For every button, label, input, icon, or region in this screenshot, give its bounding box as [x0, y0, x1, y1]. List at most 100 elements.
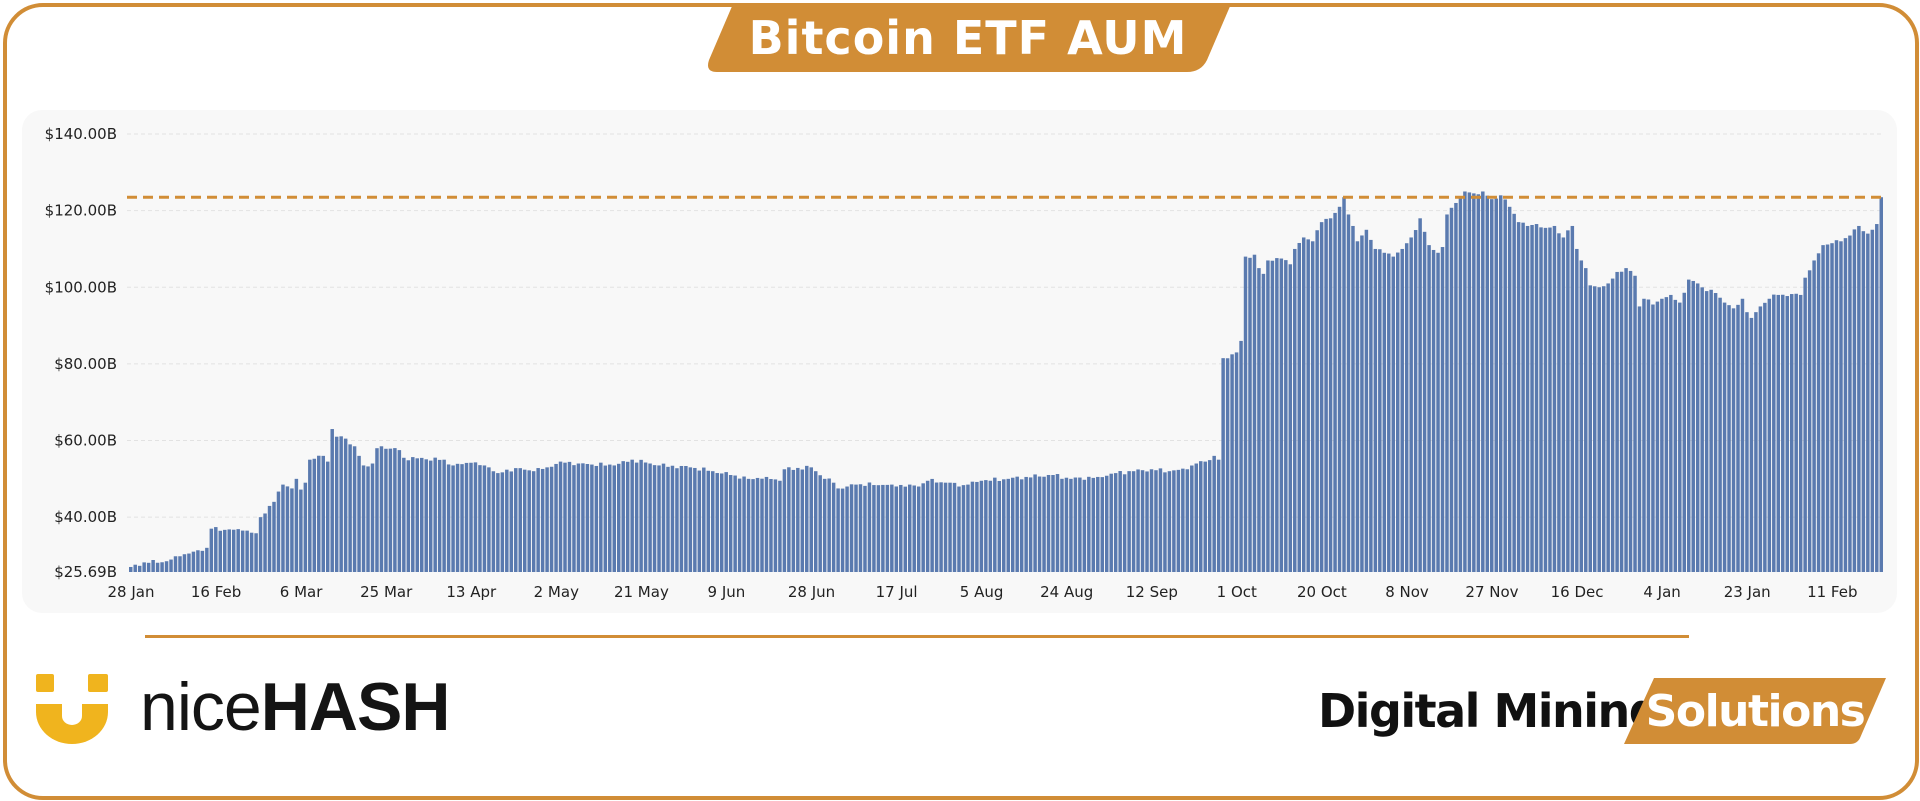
bar — [854, 484, 858, 572]
bar — [1221, 358, 1225, 572]
bar — [388, 448, 393, 572]
bar — [1624, 268, 1628, 572]
bar — [1301, 237, 1306, 572]
y-tick-label: $140.00B — [45, 125, 117, 143]
bar — [299, 489, 303, 572]
bar — [1369, 239, 1373, 572]
bar — [460, 464, 464, 572]
bar — [742, 476, 746, 572]
bar — [1275, 258, 1279, 572]
bar — [1584, 268, 1588, 572]
bar — [1870, 229, 1875, 572]
bar — [934, 482, 939, 572]
bar — [321, 455, 325, 572]
bar — [1181, 468, 1185, 572]
bar — [1257, 268, 1261, 572]
bar — [1261, 273, 1266, 572]
bar — [925, 480, 930, 572]
bar — [1695, 283, 1700, 572]
bar — [1337, 206, 1342, 573]
bar — [594, 465, 599, 572]
bar — [670, 465, 675, 572]
bar — [688, 467, 693, 572]
bar — [1310, 241, 1315, 573]
bar — [1843, 238, 1848, 572]
dms-logo-tag: Solutions — [1624, 678, 1886, 744]
bar — [666, 466, 670, 572]
bar — [1785, 296, 1789, 572]
bar — [1131, 471, 1136, 572]
bar — [191, 551, 196, 572]
bar — [796, 467, 800, 572]
bar — [205, 547, 209, 572]
bar — [446, 464, 451, 572]
bar — [160, 562, 164, 572]
bar — [424, 459, 428, 572]
bar — [993, 477, 997, 572]
bar — [791, 469, 796, 572]
bar — [693, 467, 697, 572]
bar — [1351, 225, 1355, 572]
bar — [330, 429, 334, 572]
bar — [146, 562, 151, 572]
x-tick-label: 20 Oct — [1297, 583, 1347, 601]
bar — [966, 484, 970, 572]
bar — [648, 463, 652, 572]
bar — [1136, 469, 1140, 572]
bar — [1592, 286, 1597, 572]
bar — [1149, 469, 1154, 572]
bar — [1498, 195, 1503, 572]
bar — [1754, 312, 1758, 572]
bar — [1024, 476, 1028, 572]
bar — [464, 462, 469, 572]
nicehash-wordmark: nice HASH — [140, 669, 450, 745]
bar — [675, 468, 679, 572]
bar — [1588, 285, 1592, 572]
bar — [1436, 252, 1440, 572]
bar — [1597, 287, 1601, 572]
bar — [603, 465, 608, 572]
bar — [1700, 287, 1704, 572]
bar — [1763, 302, 1767, 572]
bar — [1060, 478, 1064, 572]
y-tick-label: $120.00B — [45, 202, 117, 220]
bar — [518, 468, 522, 572]
bar — [849, 484, 854, 572]
bar — [1557, 233, 1561, 572]
bar — [711, 471, 715, 572]
dms-tag-shape — [1624, 678, 1886, 744]
bar — [437, 459, 442, 572]
bar — [169, 559, 173, 572]
bar — [858, 484, 863, 572]
x-tick-label: 8 Nov — [1385, 583, 1429, 601]
bar — [1454, 202, 1458, 572]
bar — [196, 550, 200, 572]
bar — [1400, 248, 1404, 572]
bar — [912, 485, 916, 572]
bar — [778, 480, 782, 572]
bar — [1646, 299, 1651, 572]
bar — [1418, 218, 1422, 573]
bar — [549, 466, 554, 572]
bar — [608, 464, 612, 572]
bar — [1140, 470, 1145, 572]
bar — [1122, 474, 1127, 572]
bar — [514, 468, 518, 572]
bar — [719, 473, 724, 572]
bar — [245, 530, 249, 572]
bar — [1485, 195, 1490, 573]
bar — [1002, 479, 1006, 572]
aum-bar-chart: $25.69B $40.00B $60.00B $80.00B $100.00B $120… — [45, 125, 1897, 601]
bar — [402, 457, 406, 572]
bar — [1857, 225, 1861, 572]
bar — [1190, 465, 1194, 572]
bar — [890, 484, 894, 572]
x-tick-label: 23 Jan — [1724, 583, 1771, 601]
bar — [1006, 478, 1010, 572]
bar — [876, 485, 881, 572]
bar — [863, 485, 867, 572]
bar — [872, 485, 876, 572]
bar — [1789, 294, 1794, 572]
bar — [263, 513, 267, 572]
bar — [1212, 455, 1216, 572]
